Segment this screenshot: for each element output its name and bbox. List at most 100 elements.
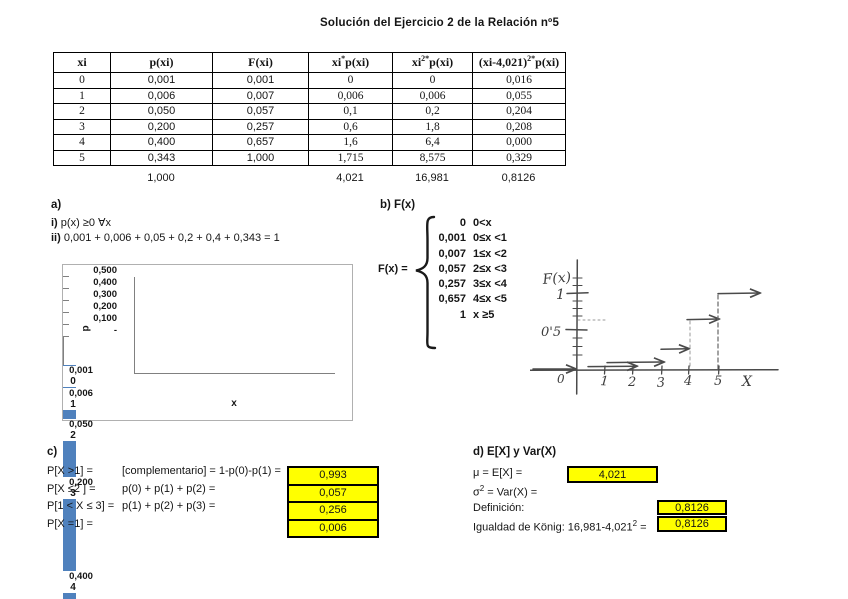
piecewise-condition: 0<x (473, 217, 492, 229)
table-cell: 0,329 (472, 149, 566, 166)
section-c-label: c) (47, 446, 58, 458)
c-row-expression: p(1) + p(2) + p(3) = (122, 500, 216, 512)
konig-equals: = (637, 521, 647, 534)
piecewise-rows: 0 0<x 0,001 0≤x <1 0,007 1≤x <2 0,057 2≤x <3 0,2… (410, 216, 507, 323)
sketch-xtick-0: 0 (557, 372, 565, 386)
step-arrow-5-plus (717, 293, 759, 294)
x-tick-label: 1 (70, 399, 76, 411)
bar-value-label: 0,001 (69, 365, 93, 377)
table-body: 0 0,001 0,001 0 0 0,016 1 0,006 0,007 0,006 0,006 0… (53, 72, 566, 166)
x-axis-title: x (231, 398, 237, 409)
step-arrow-3-4 (660, 349, 688, 350)
col-header-xi2pxi: xi2*p(xi) (392, 52, 473, 73)
table-cell: 6,4 (392, 134, 473, 151)
table-row: 3 0,200 0,257 0,6 1,8 0,208 (53, 118, 566, 135)
y-tick-label: 0,200 (93, 301, 117, 312)
table-cell: 0,400 (110, 134, 213, 151)
bar-value-label: 0,200 (69, 477, 93, 489)
x-tick-label: 4 (70, 582, 76, 594)
section-a-line-i: i) p(x) ≥0 ∀x (51, 216, 111, 229)
table-cell: 5 (53, 149, 111, 166)
page-title: Solución del Ejercicio 2 de la Relación … (320, 17, 560, 29)
y-tick-mark (63, 300, 69, 301)
x-tick-mark (63, 357, 64, 361)
col-header-xipxi: xi*p(xi) (308, 52, 393, 73)
col-header-xi: xi (53, 52, 111, 73)
y-tick-label: 0,100 (93, 313, 117, 324)
col-header-variance-term: (xi-4,021)2*p(xi) (472, 52, 566, 73)
sketch-ytick-1: 1 (556, 287, 565, 303)
table-cell: 0,006 (308, 87, 393, 104)
x-minor-ticks (603, 365, 720, 375)
c-answer-cell: 0,256 (289, 503, 377, 521)
table-cell: 0,200 (110, 118, 213, 135)
section-c-rows: P[X >1] = [complementario] = 1-p(0)-p(1) … (47, 465, 377, 540)
piecewise-row: 0 0<x (410, 216, 507, 231)
d-mu-lhs: μ = E[X] = (473, 467, 523, 479)
piecewise-condition: 1≤x <2 (473, 247, 507, 260)
bar-value-label: 0,006 (69, 388, 93, 400)
table-cell: 0,257 (212, 118, 309, 135)
d-konig-line: Igualdad de König: 16,981-4,0212 = (473, 519, 647, 534)
step-arrow-4-5 (686, 319, 718, 320)
table-cell: 1 (53, 87, 111, 104)
sketch-x-axis (530, 368, 779, 372)
piecewise-value: 0,057 (438, 262, 466, 275)
table-cell: 0,001 (110, 72, 213, 89)
y-tick-label: 0,500 (93, 265, 117, 276)
y-axis-line (134, 277, 135, 374)
piecewise-value: 0 (459, 217, 466, 229)
c-answer-cell: 0,993 (289, 468, 377, 486)
sketch-ylabel: F(x) (541, 270, 572, 289)
bar (63, 410, 76, 420)
table-total-cell: 1,000 (147, 172, 175, 184)
y-tick-mark (63, 336, 69, 337)
x-tick-mark (63, 337, 64, 341)
bar (63, 387, 76, 389)
table-cell: 4 (53, 134, 111, 151)
table-cell: 0,1 (308, 103, 393, 120)
x-tick-mark (63, 361, 64, 365)
a-i-text: p(x) ≥0 ∀x (57, 217, 112, 229)
table-total-cell: 4,021 (336, 172, 364, 184)
table-cell: 0 (53, 72, 111, 89)
a-ii-prefix: ii) (51, 232, 61, 244)
table-cell: 0,204 (472, 103, 566, 120)
table-row: 5 0,343 1,000 1,715 8,575 0,329 (53, 149, 566, 166)
table-cell: 0,2 (392, 103, 473, 120)
table-cell: 0,050 (110, 103, 213, 120)
c-answer-cell: 0,006 (319, 521, 347, 534)
fx-equals: F(x) = (378, 263, 408, 275)
piecewise-row: 0,057 2≤x <3 (410, 262, 506, 277)
table-cell: 1,000 (212, 149, 309, 166)
c-row-expression: p(0) + p(1) + p(2) = (122, 482, 216, 495)
piecewise-value: 0,257 (438, 278, 466, 291)
piecewise-condition: 3≤x <4 (473, 278, 507, 291)
cdf-sketch: F(x) 1 0'5 0 1 2 3 4 5 X (530, 259, 779, 395)
table-total-cell: 0,8126 (501, 172, 536, 184)
table-cell: 0,055 (472, 87, 566, 104)
piecewise-value: 1 (459, 308, 466, 321)
sketch-xtick-2: 2 (627, 375, 636, 390)
c-answer-boxes: 0,993 0,057 0,256 0,006 (287, 466, 379, 538)
table-row: 1 0,006 0,007 0,006 0,006 0,055 (53, 87, 566, 104)
table-cell: 0 (308, 72, 393, 89)
table-header: xi p(xi) F(xi) xi*p(xi) xi2*p(xi) (xi-4,… (53, 52, 566, 73)
table-cell: 0,343 (110, 149, 213, 166)
d-definition-box: 0,8126 (657, 500, 727, 515)
table-cell: 0,000 (472, 134, 566, 151)
table-row: 4 0,400 0,657 1,6 6,4 0,000 (53, 134, 566, 151)
probability-bar-chart: p x 0,500 0,400 0,300 0,200 0,100-0,001 0 0,00… (62, 264, 353, 599)
bar-value-label: 0,400 (69, 571, 93, 583)
x-tick-label: 0 (70, 376, 76, 388)
sketch-xtick-4: 4 (683, 374, 692, 389)
table-cell: 0,006 (392, 87, 473, 104)
piecewise-condition: x ≥5 (473, 308, 495, 321)
table-cell: 1,6 (308, 134, 393, 151)
c-row-lhs: P[X >1] = (47, 465, 93, 477)
y-tick-mark (63, 324, 69, 325)
d-mu-box: 4,021 (567, 466, 658, 483)
sigma-rest: = Var(X) = (484, 486, 538, 499)
piecewise-row: 0,007 1≤x <2 (410, 247, 507, 262)
table-cell: 0,208 (472, 118, 566, 135)
